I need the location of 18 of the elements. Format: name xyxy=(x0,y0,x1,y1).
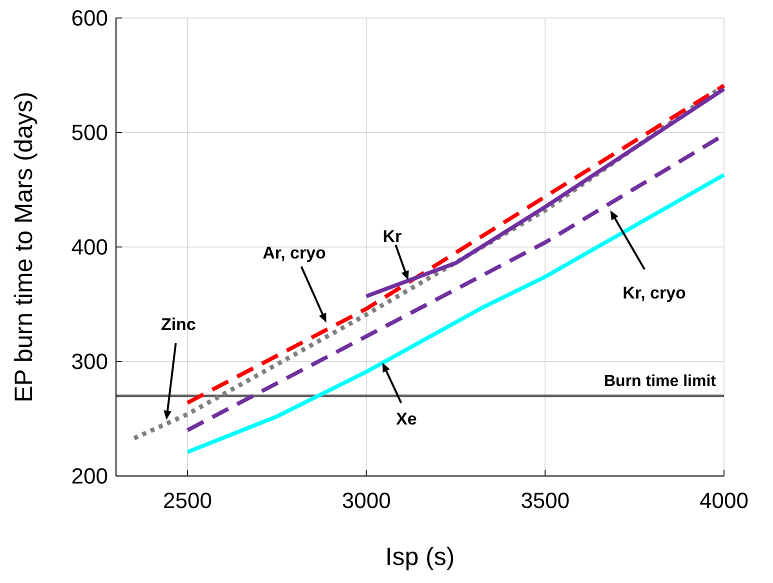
annotation: Ar, cryo xyxy=(262,244,326,263)
x-tick-label: 4000 xyxy=(700,488,748,513)
annotation: Kr xyxy=(382,227,402,246)
annotation: Kr, cryo xyxy=(622,283,686,302)
y-tick-label: 200 xyxy=(71,464,108,489)
line-series xyxy=(132,83,726,440)
x-tick-label: 2500 xyxy=(163,488,212,513)
y-tick-label: 400 xyxy=(71,234,108,260)
x-tick-label: 3500 xyxy=(520,488,570,513)
x-tick-label: 3000 xyxy=(342,488,391,513)
y-tick-label: 300 xyxy=(71,349,108,374)
annotation: Xe xyxy=(396,410,417,429)
ref-line-label: Burn time limit xyxy=(604,372,717,390)
annotation: Zinc xyxy=(160,314,196,334)
y-axis-title: EP burn time to Mars (days) xyxy=(10,92,38,402)
y-tick-label: 600 xyxy=(71,6,108,31)
y-tick-label: 500 xyxy=(71,120,108,146)
x-axis-title: Isp (s) xyxy=(385,543,455,571)
